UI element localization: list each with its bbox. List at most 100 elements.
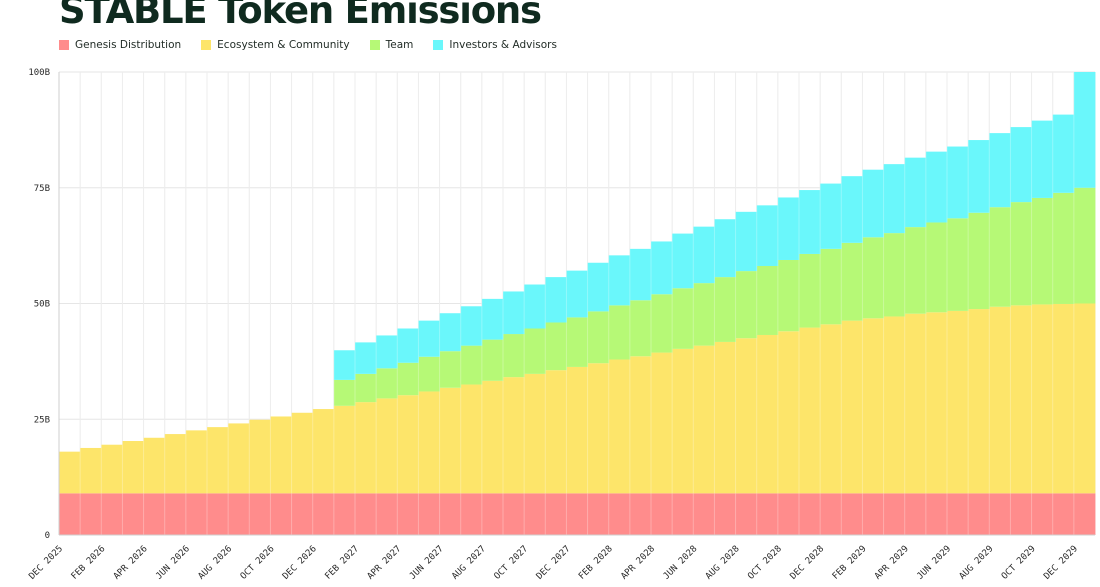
- area-segment-4: [439, 313, 462, 352]
- legend-label-genesis: Genesis Distribution: [75, 39, 182, 51]
- area-segment-1: [59, 493, 81, 535]
- x-tick-label: APR 2029: [873, 544, 911, 582]
- area-segment-2: [460, 384, 483, 494]
- area-segment-1: [968, 493, 990, 535]
- legend-item-investors[interactable]: Investors & Advisors: [433, 39, 557, 51]
- area-segment-1: [756, 493, 779, 535]
- area-segment-4: [1052, 114, 1075, 193]
- area-segment-1: [355, 493, 377, 535]
- x-tick-label: DEC 2025: [27, 544, 65, 582]
- legend-label-investors: Investors & Advisors: [449, 39, 557, 51]
- area-segment-4: [1073, 72, 1096, 188]
- area-segment-1: [312, 493, 335, 535]
- area-segment-3: [460, 345, 483, 385]
- area-segment-1: [101, 493, 123, 535]
- area-segment-2: [439, 387, 462, 494]
- area-segment-1: [735, 493, 758, 535]
- area-segment-2: [1052, 303, 1075, 494]
- x-tick-label: DEC 2029: [1042, 544, 1080, 582]
- area-segment-3: [989, 207, 1011, 307]
- area-segment-3: [418, 356, 440, 392]
- area-segment-1: [185, 493, 208, 535]
- area-segment-1: [207, 493, 229, 535]
- area-segment-4: [1031, 120, 1054, 198]
- area-segment-2: [1073, 303, 1096, 494]
- y-tick-label: 50B: [34, 300, 50, 310]
- area-segment-4: [989, 133, 1011, 208]
- area-segment-3: [439, 351, 462, 388]
- area-segment-1: [1052, 493, 1075, 535]
- x-tick-label: APR 2028: [619, 544, 657, 582]
- legend-swatch-investors: [433, 40, 444, 50]
- area-segment-2: [862, 318, 884, 494]
- area-segment-1: [693, 493, 715, 535]
- area-segment-3: [862, 237, 884, 319]
- area-segment-1: [1073, 493, 1096, 535]
- legend-label-team: Team: [385, 39, 414, 51]
- legend-item-genesis[interactable]: Genesis Distribution: [59, 39, 181, 51]
- area-segment-2: [989, 306, 1011, 494]
- x-tick-label: JUN 2026: [154, 544, 192, 582]
- area-segment-4: [672, 233, 694, 289]
- area-segment-3: [904, 227, 927, 314]
- area-segment-2: [122, 441, 144, 494]
- area-segment-3: [799, 253, 821, 328]
- x-tick-label: FEB 2029: [831, 544, 869, 582]
- area-segment-3: [503, 334, 525, 378]
- area-segment-2: [418, 391, 440, 494]
- area-segment-2: [735, 338, 758, 494]
- chart-legend: Genesis Distribution Ecosystem & Communi…: [59, 39, 557, 51]
- area-segment-4: [1010, 127, 1032, 203]
- area-segment-2: [799, 327, 821, 494]
- y-tick-label: 0: [45, 531, 50, 541]
- area-segment-1: [291, 493, 314, 535]
- area-segment-2: [333, 405, 356, 494]
- area-segment-1: [862, 493, 884, 535]
- area-segment-1: [947, 493, 969, 535]
- area-segment-2: [101, 444, 123, 494]
- area-segment-3: [841, 242, 863, 321]
- stacked-area-layer: [59, 72, 1096, 535]
- area-segment-4: [587, 262, 610, 312]
- x-tick-label: AUG 2028: [704, 544, 742, 582]
- area-segment-1: [397, 493, 419, 535]
- area-segment-2: [228, 423, 250, 494]
- area-segment-2: [629, 356, 652, 494]
- legend-swatch-genesis: [59, 40, 69, 50]
- area-segment-3: [651, 294, 673, 353]
- area-segment-4: [968, 140, 990, 213]
- area-segment-2: [566, 366, 588, 494]
- area-segment-3: [587, 311, 610, 364]
- area-segment-4: [735, 211, 758, 272]
- legend-item-ecosystem[interactable]: Ecosystem & Community: [201, 39, 350, 51]
- area-segment-4: [714, 219, 736, 278]
- area-segment-1: [524, 493, 546, 535]
- area-segment-1: [925, 493, 948, 535]
- area-segment-2: [164, 434, 187, 494]
- area-segment-1: [1010, 493, 1032, 535]
- area-segment-2: [80, 447, 102, 494]
- area-segment-1: [164, 493, 187, 535]
- area-segment-2: [693, 345, 715, 494]
- x-tick-label: JUN 2029: [915, 544, 953, 582]
- area-segment-3: [566, 317, 588, 367]
- area-segment-1: [566, 493, 588, 535]
- area-segment-4: [376, 335, 398, 369]
- x-tick-label: FEB 2026: [70, 544, 108, 582]
- area-segment-3: [376, 368, 398, 399]
- area-segment-4: [333, 350, 356, 380]
- area-segment-2: [904, 313, 927, 494]
- area-segment-4: [629, 248, 652, 301]
- x-tick-label: AUG 2027: [450, 544, 488, 582]
- area-segment-1: [820, 493, 842, 535]
- area-segment-2: [925, 312, 948, 494]
- area-segment-1: [672, 493, 694, 535]
- area-segment-4: [418, 320, 440, 357]
- area-segment-3: [355, 373, 377, 403]
- area-segment-1: [587, 493, 610, 535]
- legend-item-team[interactable]: Team: [369, 39, 414, 51]
- area-segment-2: [587, 363, 610, 494]
- area-segment-2: [714, 341, 736, 494]
- area-segment-2: [481, 380, 504, 494]
